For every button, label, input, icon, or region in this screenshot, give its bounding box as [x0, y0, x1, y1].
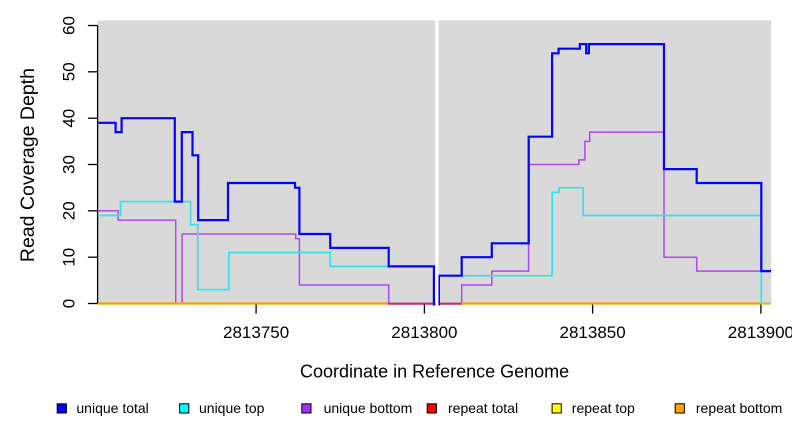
svg-text:repeat total: repeat total [448, 400, 518, 416]
svg-text:Read Coverage Depth: Read Coverage Depth [17, 68, 39, 262]
svg-text:unique bottom: unique bottom [324, 400, 413, 416]
svg-text:60: 60 [60, 16, 79, 35]
svg-text:repeat top: repeat top [572, 400, 635, 416]
svg-text:50: 50 [60, 62, 79, 81]
svg-text:2813800: 2813800 [391, 323, 457, 342]
svg-text:unique total: unique total [76, 400, 148, 416]
svg-text:2813850: 2813850 [560, 323, 626, 342]
svg-text:unique top: unique top [199, 400, 265, 416]
svg-text:40: 40 [60, 109, 79, 128]
svg-text:0: 0 [60, 299, 79, 308]
svg-text:Coordinate in Reference Genome: Coordinate in Reference Genome [300, 362, 569, 382]
svg-text:30: 30 [60, 155, 79, 174]
svg-text:10: 10 [60, 248, 79, 267]
svg-text:20: 20 [60, 201, 79, 220]
svg-text:repeat bottom: repeat bottom [696, 400, 782, 416]
svg-text:2813750: 2813750 [223, 323, 289, 342]
svg-text:2813900: 2813900 [728, 323, 792, 342]
